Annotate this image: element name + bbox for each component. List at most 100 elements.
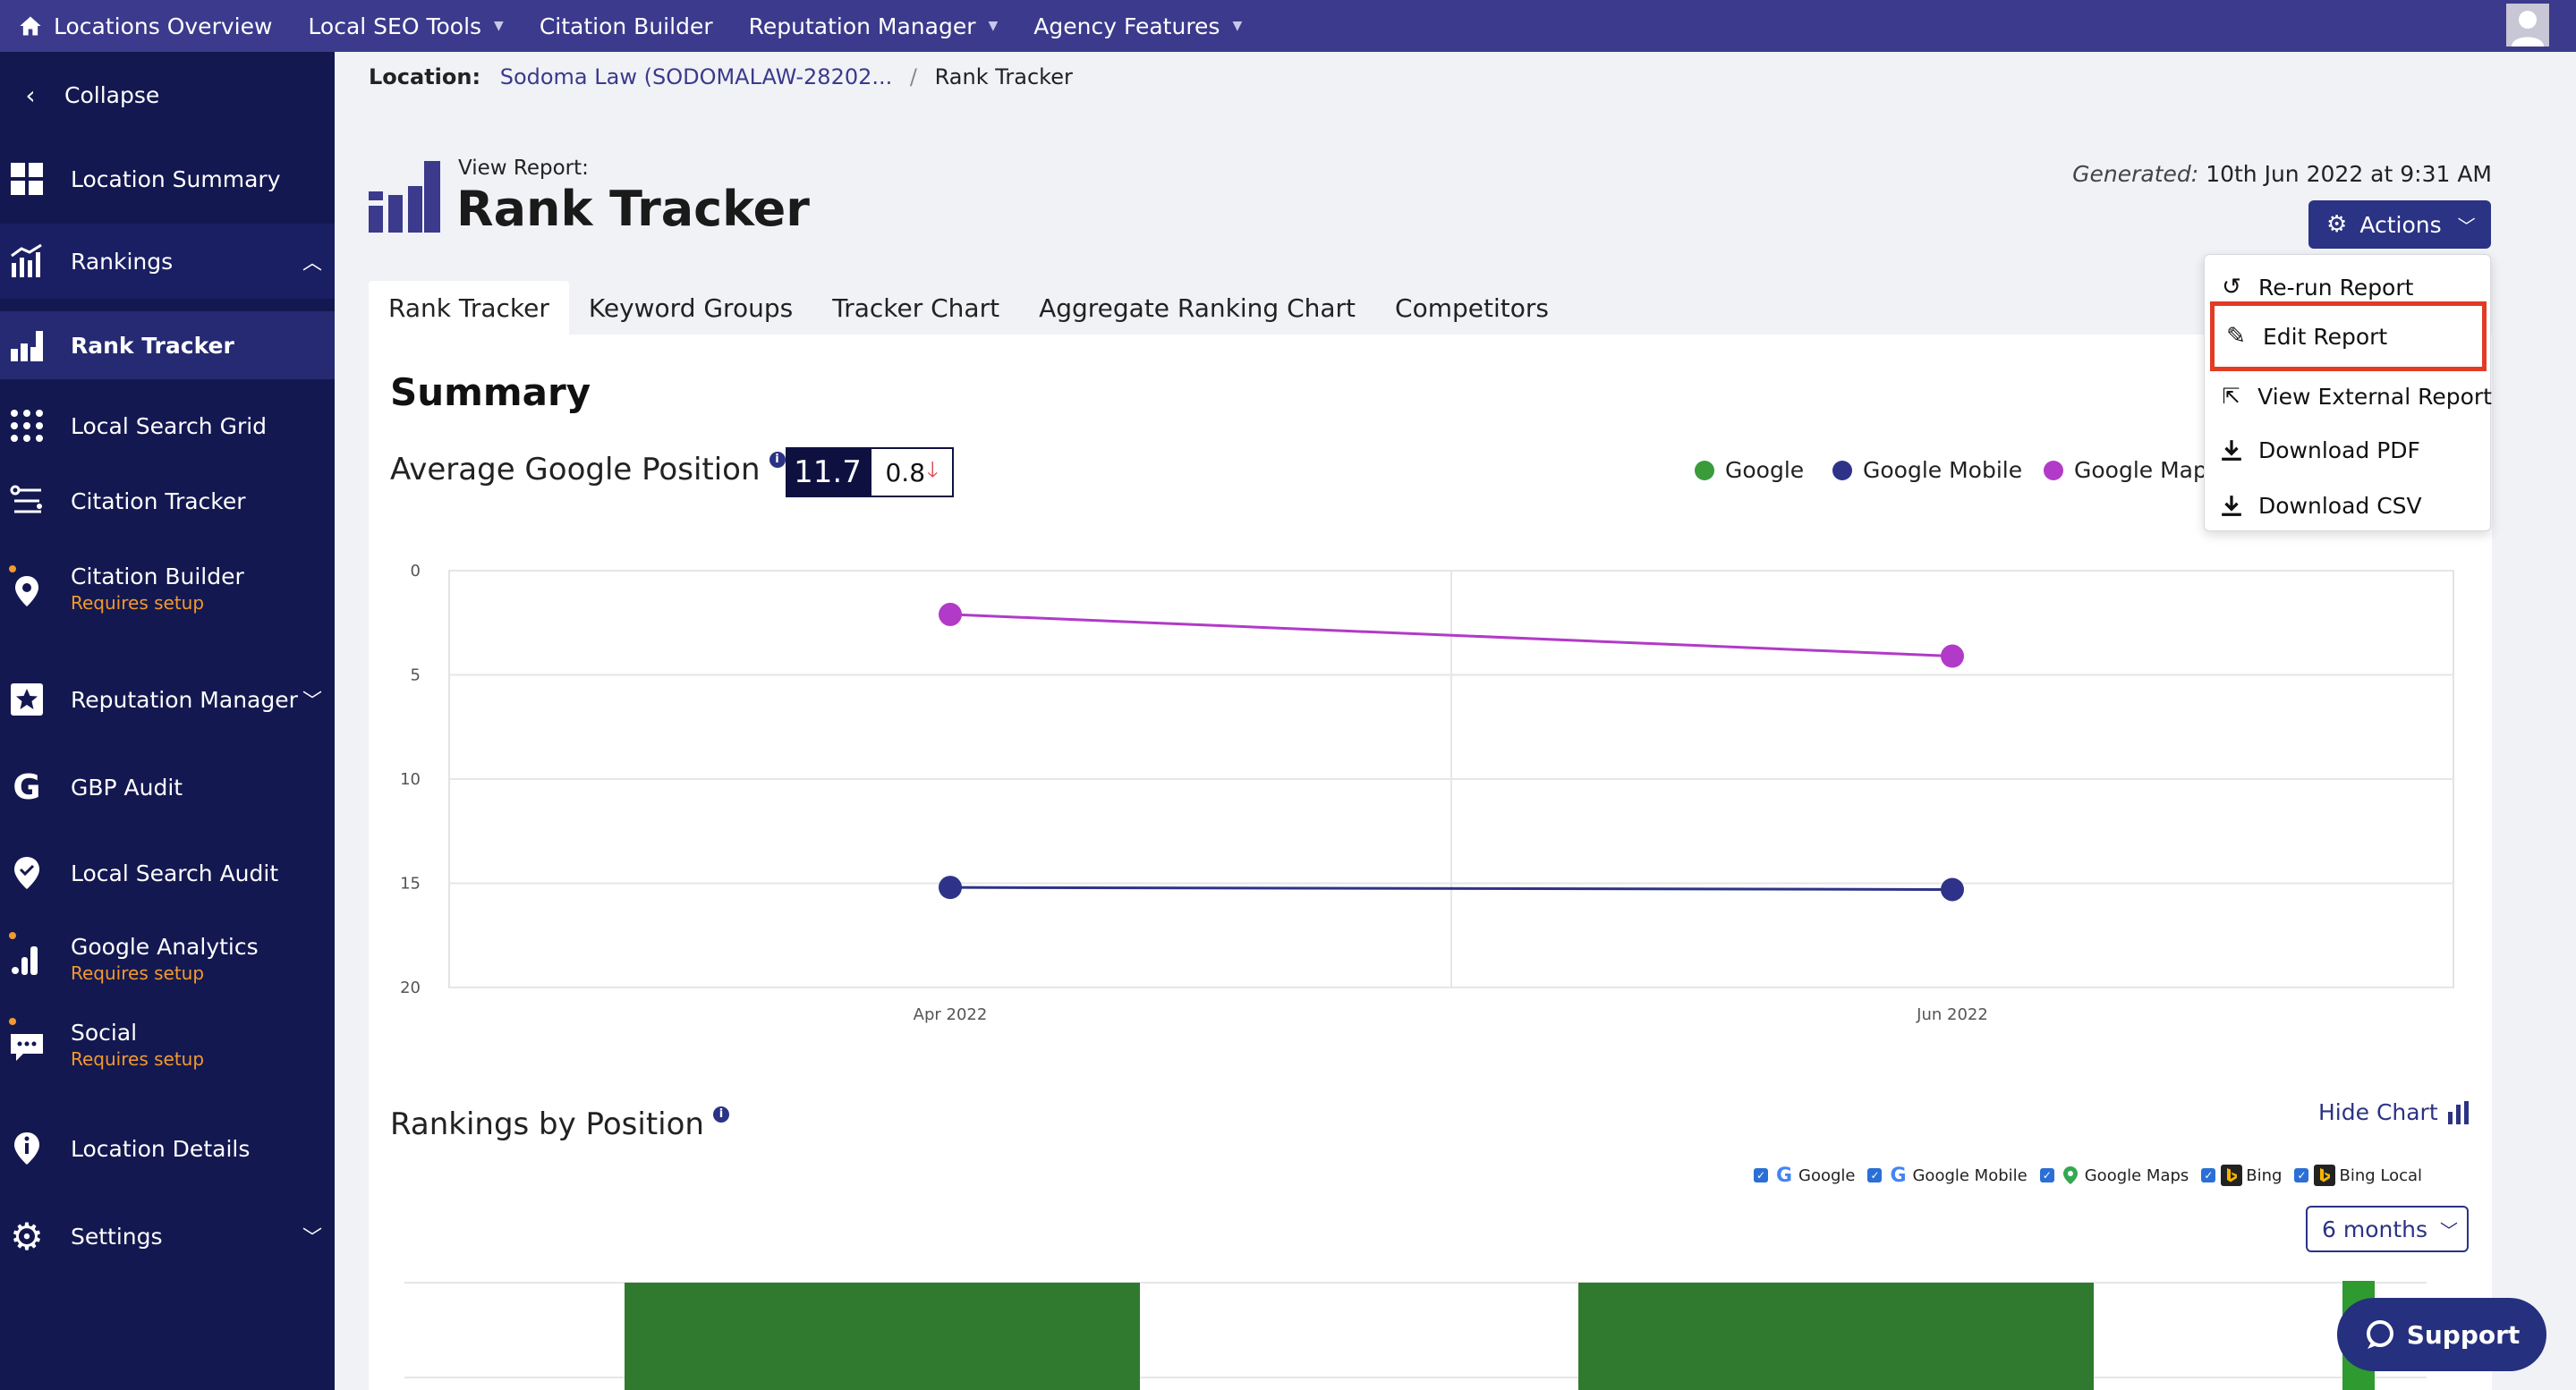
- engine-label: Bing Local: [2339, 1165, 2423, 1185]
- sidebar-item-settings[interactable]: ⚙ Settings ﹀: [0, 1213, 335, 1259]
- legend-item-google-maps[interactable]: Google Maps: [2044, 457, 2219, 483]
- menu-item-edit-report[interactable]: ✎ Edit Report: [2210, 301, 2487, 371]
- status-dot: [9, 565, 16, 572]
- legend-item-google[interactable]: Google: [1695, 457, 1804, 483]
- topnav-reputation-manager[interactable]: Reputation Manager ▼: [731, 0, 1016, 52]
- y-tick-label: 15: [400, 875, 421, 894]
- legend-item-google-mobile[interactable]: Google Mobile: [1832, 457, 2022, 483]
- requires-setup-label: Requires setup: [71, 962, 205, 984]
- checkbox-checked[interactable]: ✓: [2039, 1168, 2054, 1182]
- sidebar-item-local-search-grid[interactable]: Local Search Grid: [0, 403, 335, 449]
- topnav-local-seo-tools[interactable]: Local SEO Tools ▼: [290, 0, 521, 52]
- breadcrumb-separator: /: [909, 64, 918, 89]
- google-icon: G: [1775, 1164, 1793, 1187]
- breadcrumb-location-link[interactable]: Sodoma Law (SODOMALAW-28202...: [499, 64, 893, 89]
- tab-tracker-chart[interactable]: Tracker Chart: [832, 292, 1000, 323]
- hide-chart-link[interactable]: Hide Chart: [2318, 1099, 2470, 1125]
- sidebar-item-local-search-audit[interactable]: Local Search Audit: [0, 850, 335, 896]
- y-tick-label: 0: [411, 562, 421, 581]
- refresh-icon: ↺: [2222, 274, 2241, 301]
- topnav-locations-overview[interactable]: Locations Overview: [0, 0, 290, 52]
- gear-icon: ⚙: [2326, 211, 2348, 238]
- menu-item-view-external-report[interactable]: ⇱ View External Report: [2205, 369, 2492, 423]
- average-position-line-chart: 0 5 10 15 20 Apr 2022 Jun 2022: [400, 562, 2454, 1024]
- engine-filter-google-mobile[interactable]: ✓ G Google Mobile: [1867, 1165, 2028, 1187]
- status-dot: [9, 1018, 16, 1025]
- info-icon[interactable]: i: [769, 452, 786, 468]
- sidebar-item-google-analytics[interactable]: Google Analytics Requires setup: [0, 923, 335, 998]
- checkbox-checked[interactable]: ✓: [2201, 1168, 2216, 1182]
- average-position-text: Average Google Position: [390, 452, 761, 487]
- engine-filter-bing[interactable]: ✓ Bing: [2201, 1165, 2282, 1186]
- rank-tracker-report-icon: [369, 161, 440, 233]
- breadcrumb: Location: Sodoma Law (SODOMALAW-28202...…: [369, 64, 1073, 89]
- average-position-label: Average Google Position i: [390, 452, 786, 487]
- tab-rank-tracker[interactable]: Rank Tracker: [369, 281, 569, 335]
- sidebar-item-social[interactable]: Social Requires setup: [0, 1009, 335, 1084]
- topnav-label: Agency Features: [1033, 13, 1220, 39]
- series-line: [949, 886, 1953, 891]
- arrow-down-icon: 🡓: [927, 456, 939, 482]
- sidebar-item-label: Google Analytics: [71, 934, 259, 960]
- rankings-by-position-title: Rankings by Position i: [390, 1106, 729, 1142]
- page-title: Rank Tracker: [456, 181, 810, 237]
- engine-filter-google-maps[interactable]: ✓ Google Maps: [2039, 1165, 2189, 1186]
- sidebar-item-label: Social: [71, 1020, 138, 1046]
- menu-item-rerun-report[interactable]: ↺ Re-run Report: [2205, 260, 2492, 314]
- chevron-down-icon: ﹀: [2457, 215, 2476, 237]
- change-value: 0.8: [885, 457, 926, 487]
- sidebar-item-gbp-audit[interactable]: G GBP Audit: [0, 764, 335, 810]
- sidebar-item-rankings[interactable]: Rankings ︿: [0, 224, 335, 299]
- chevron-down-icon: ﹀: [302, 691, 322, 713]
- gear-icon: ⚙: [10, 1214, 44, 1259]
- engine-label: Bing: [2246, 1165, 2283, 1185]
- actions-button[interactable]: ⚙ Actions ﹀: [2308, 200, 2491, 249]
- info-icon[interactable]: i: [712, 1106, 729, 1123]
- position-bar: [1578, 1283, 2094, 1390]
- sidebar-item-location-summary[interactable]: Location Summary: [0, 156, 335, 202]
- menu-item-download-csv[interactable]: Download CSV: [2205, 479, 2492, 532]
- generated-label: Generated:: [2072, 161, 2199, 187]
- user-avatar[interactable]: [2506, 4, 2549, 47]
- tab-aggregate-ranking-chart[interactable]: Aggregate Ranking Chart: [1039, 292, 1356, 323]
- tab-keyword-groups[interactable]: Keyword Groups: [588, 292, 794, 323]
- summary-heading: Summary: [390, 370, 591, 414]
- checkbox-checked[interactable]: ✓: [1867, 1168, 1883, 1182]
- engine-filter-google[interactable]: ✓ G Google: [1754, 1164, 1856, 1187]
- checkbox-checked[interactable]: ✓: [2294, 1168, 2309, 1182]
- sidebar-item-reputation-manager[interactable]: Reputation Manager ﹀: [0, 676, 335, 723]
- average-position-change: 0.8 🡓: [870, 447, 954, 497]
- engine-label: Google: [1798, 1165, 1856, 1185]
- dots-grid-icon: [11, 410, 43, 442]
- support-label: Support: [2406, 1319, 2521, 1350]
- download-icon: [2222, 496, 2241, 516]
- sidebar-item-citation-tracker[interactable]: Citation Tracker: [0, 478, 335, 524]
- chat-icon: [11, 1034, 43, 1061]
- topnav-citation-builder[interactable]: Citation Builder: [522, 0, 731, 52]
- engine-filter-bing-local[interactable]: ✓ Bing Local: [2294, 1165, 2422, 1186]
- support-button[interactable]: Support: [2337, 1298, 2546, 1371]
- menu-item-label: Download PDF: [2258, 436, 2420, 463]
- sidebar-collapse[interactable]: ‹ Collapse: [0, 72, 335, 118]
- requires-setup-label: Requires setup: [71, 592, 205, 614]
- user-icon: [2512, 11, 2544, 47]
- analytics-icon: [12, 946, 38, 975]
- sidebar-item-citation-builder[interactable]: Citation Builder Requires setup: [0, 553, 335, 628]
- caret-down-icon: ▼: [988, 19, 999, 33]
- rank-tracker-icon: [11, 331, 43, 361]
- chevron-left-icon: ‹: [25, 80, 36, 110]
- chevron-up-icon: ︿: [302, 252, 322, 275]
- search-engine-filters: ✓ G Google ✓ G Google Mobile ✓ Google Ma…: [1754, 1164, 2435, 1187]
- generated-value: 10th Jun 2022 at 9:31 AM: [2206, 161, 2492, 187]
- checkbox-checked[interactable]: ✓: [1754, 1168, 1768, 1182]
- google-maps-icon: [2062, 1166, 2078, 1184]
- tab-competitors[interactable]: Competitors: [1395, 292, 1549, 323]
- topnav-agency-features[interactable]: Agency Features ▼: [1016, 0, 1260, 52]
- sidebar-item-rank-tracker[interactable]: Rank Tracker: [0, 311, 335, 379]
- menu-item-download-pdf[interactable]: Download PDF: [2205, 423, 2492, 477]
- rankings-by-position-bar-chart: [404, 1281, 2427, 1390]
- sidebar-item-label: Location Details: [71, 1135, 251, 1162]
- chevron-down-icon: ﹀: [2440, 1219, 2459, 1242]
- period-select[interactable]: 6 months ﹀: [2306, 1206, 2469, 1252]
- sidebar-item-location-details[interactable]: Location Details: [0, 1125, 335, 1172]
